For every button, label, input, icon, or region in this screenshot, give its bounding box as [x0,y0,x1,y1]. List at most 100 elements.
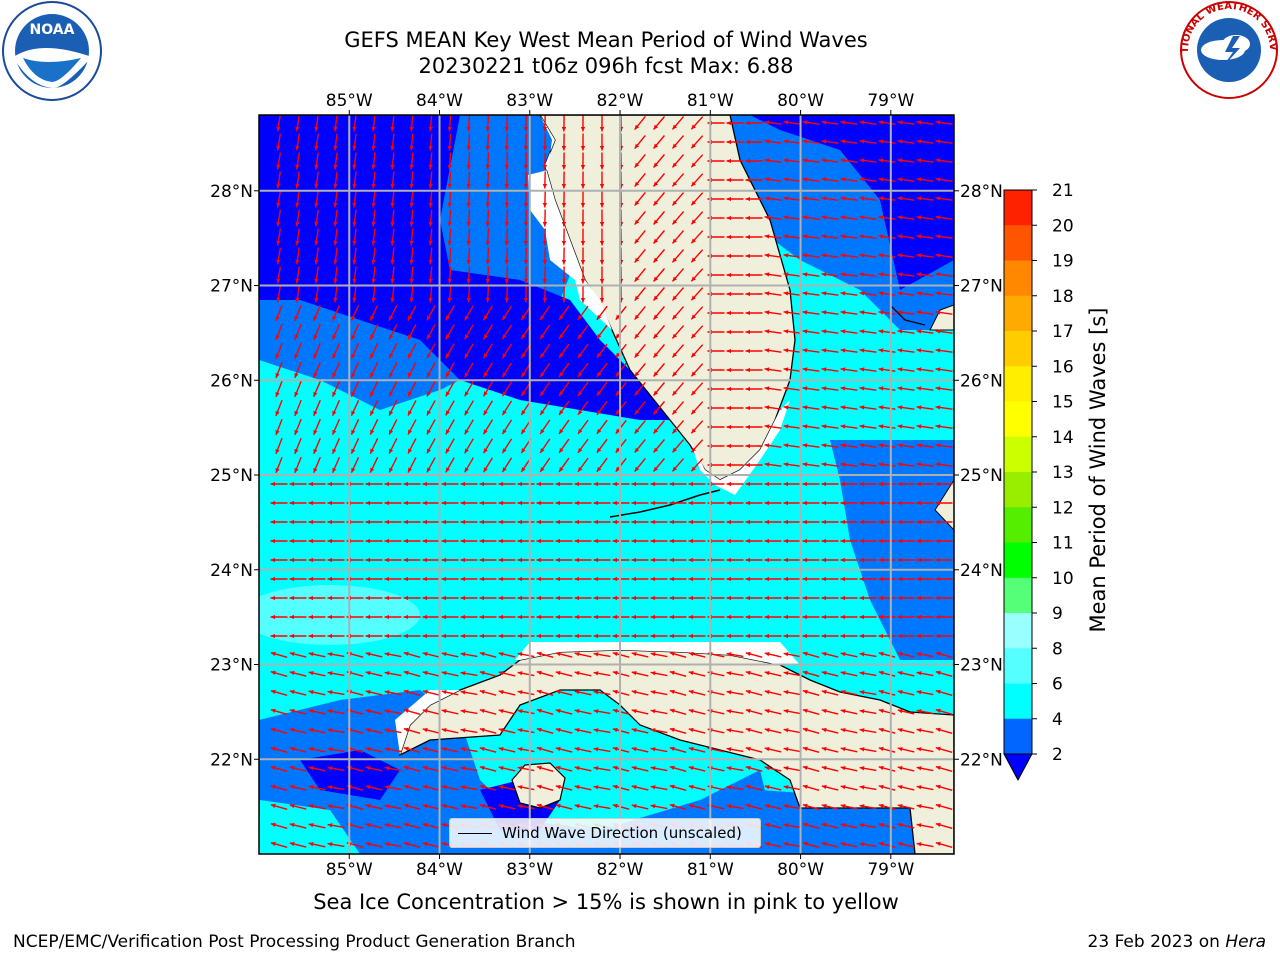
wave-vector-arrow [542,285,548,303]
wave-vector-arrow [745,405,763,411]
wave-vector-arrow [653,135,665,149]
wave-vector-arrow [916,310,934,315]
wave-vector-arrow [764,727,782,734]
wave-vector-arrow [593,804,611,810]
wave-vector-arrow [821,177,839,182]
wave-vector-arrow [916,158,934,163]
wave-vector-arrow [653,230,665,244]
wave-vector-arrow [802,746,820,754]
wave-vector-arrow [445,343,455,359]
wave-vector-arrow [407,305,417,321]
wave-vector-arrow [294,399,302,417]
wave-vector-arrow [802,614,820,620]
wave-vector-arrow [764,633,782,639]
wave-vector-arrow [371,228,376,246]
wave-vector-arrow [631,500,649,506]
wave-vector-arrow [783,158,801,163]
wave-vector-arrow [333,209,338,227]
wave-vector-arrow [561,115,567,132]
wave-vector-arrow [897,310,915,315]
wave-vector-arrow [308,595,326,601]
wave-vector-arrow [523,209,529,227]
wave-vector-arrow [596,343,608,359]
wave-vector-arrow [821,500,839,506]
wave-vector-arrow [859,766,877,772]
wave-vector-arrow [764,803,782,810]
colorbar-segment [1004,436,1032,473]
wave-vector-arrow [669,576,687,582]
wave-vector-arrow [460,614,478,620]
wave-vector-arrow [764,670,782,677]
wave-vector-arrow [574,652,592,658]
wave-vector-arrow [935,576,953,582]
wave-vector-arrow [422,708,440,715]
wave-vector-arrow [745,651,763,658]
wave-vector-arrow [482,305,494,321]
wave-vector-arrow [294,380,302,398]
wave-vector-arrow [631,538,649,544]
wave-vector-arrow [916,595,934,601]
wave-vector-arrow [878,443,896,448]
wave-vector-arrow [369,438,379,454]
wave-vector-arrow [821,595,839,601]
wave-vector-arrow [308,671,326,677]
wave-vector-arrow [558,438,570,454]
wave-vector-arrow [270,803,288,811]
wave-vector-arrow [688,519,706,525]
lon-tick-label: 81°W [687,91,734,111]
wave-vector-arrow [955,690,971,695]
wave-vector-arrow [371,285,376,303]
wave-vector-arrow [580,152,586,170]
wave-vector-arrow [365,841,383,848]
wave-vector-arrow [422,670,440,677]
wave-vector-arrow [650,728,668,734]
wave-vector-arrow [726,196,744,202]
wave-vector-arrow [634,172,646,188]
wave-vector-arrow [517,709,535,715]
wave-vector-arrow [574,728,592,734]
wave-vector-arrow [821,670,839,677]
wave-vector-arrow [671,268,685,282]
wave-vector-arrow [783,728,801,734]
colorbar-segment [1004,190,1032,226]
wave-vector-arrow [859,139,877,144]
wave-vector-arrow [821,822,839,829]
wave-vector-arrow [498,651,516,658]
wave-vector-arrow [916,367,934,372]
wave-vector-arrow [859,291,877,296]
wave-vector-arrow [840,120,858,125]
wave-vector-arrow [523,115,529,132]
wave-vector-arrow [688,670,706,677]
wave-vector-arrow [460,481,478,487]
wave-vector-arrow [840,215,858,220]
wave-vector-arrow [407,457,417,473]
wave-vector-arrow [821,784,839,791]
wave-vector-arrow [466,171,471,189]
wave-vector-arrow [365,727,383,734]
wave-vector-arrow [802,386,820,391]
wave-vector-arrow [821,405,839,410]
wave-vector-arrow [555,576,573,582]
wave-vector-arrow [498,614,516,620]
wave-vector-arrow [840,253,858,258]
wave-vector-arrow [599,247,605,265]
wave-vector-arrow [384,804,402,810]
wave-vector-arrow [726,747,744,753]
lon-tick-label: 82°W [597,91,644,111]
wave-vector-arrow [916,766,934,772]
colorbar-tick-label: 4 [1052,710,1063,730]
wave-vector-arrow [308,728,326,734]
colorbar-tick-label: 14 [1052,428,1074,448]
wave-vector-arrow [542,152,548,170]
wave-vector-arrow [426,381,436,397]
lon-tick-label: 82°W [597,860,644,880]
wave-vector-arrow [333,171,338,189]
wave-vector-arrow [407,362,417,378]
wave-vector-arrow [333,266,338,284]
wave-vector-arrow [955,215,972,219]
wave-vector-arrow [935,519,953,525]
lon-tick-label: 81°W [687,860,734,880]
wave-vector-arrow [821,139,839,144]
wave-vector-arrow [935,481,953,487]
wave-vector-arrow [504,115,509,132]
